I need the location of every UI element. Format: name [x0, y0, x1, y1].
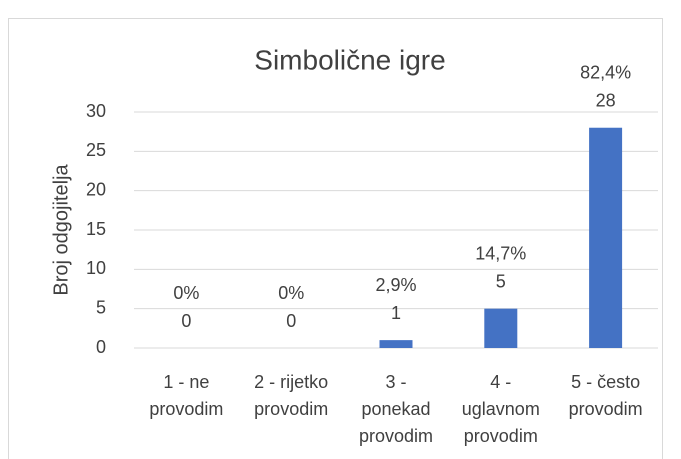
y-tick-label: 20 — [86, 179, 106, 199]
bar — [484, 308, 518, 348]
data-label: 1 — [391, 303, 401, 323]
x-tick-label: 5 - često — [571, 372, 640, 392]
y-axis-label: Broj odgojitelja — [50, 164, 72, 296]
x-tick-label: 4 - — [490, 372, 511, 392]
x-tick-label: 1 - ne — [163, 372, 209, 392]
x-tick-label: provodim — [254, 399, 328, 419]
bar — [589, 127, 623, 348]
percent-label: 0% — [173, 283, 199, 303]
y-tick-label: 10 — [86, 258, 106, 278]
bar — [379, 340, 413, 348]
x-tick-label: 3 - — [385, 372, 406, 392]
y-tick-label: 25 — [86, 140, 106, 160]
x-tick-label: 2 - rijetko — [254, 372, 328, 392]
percent-label: 0% — [278, 283, 304, 303]
y-tick-label: 0 — [96, 337, 106, 357]
y-tick-label: 5 — [96, 297, 106, 317]
chart-title: Simbolične igre — [254, 44, 445, 75]
data-label: 28 — [596, 90, 616, 110]
data-label: 0 — [181, 311, 191, 331]
x-tick-label: provodim — [464, 426, 538, 446]
percent-label: 2,9% — [375, 275, 416, 295]
y-tick-label: 15 — [86, 219, 106, 239]
data-label: 5 — [496, 271, 506, 291]
x-tick-label: ponekad — [361, 399, 430, 419]
x-tick-label: uglavnom — [462, 399, 540, 419]
x-tick-label: provodim — [569, 399, 643, 419]
percent-label: 82,4% — [580, 62, 631, 82]
x-tick-label: provodim — [149, 399, 223, 419]
x-tick-label: provodim — [359, 426, 433, 446]
y-tick-label: 30 — [86, 101, 106, 121]
percent-label: 14,7% — [475, 243, 526, 263]
data-label: 0 — [286, 311, 296, 331]
